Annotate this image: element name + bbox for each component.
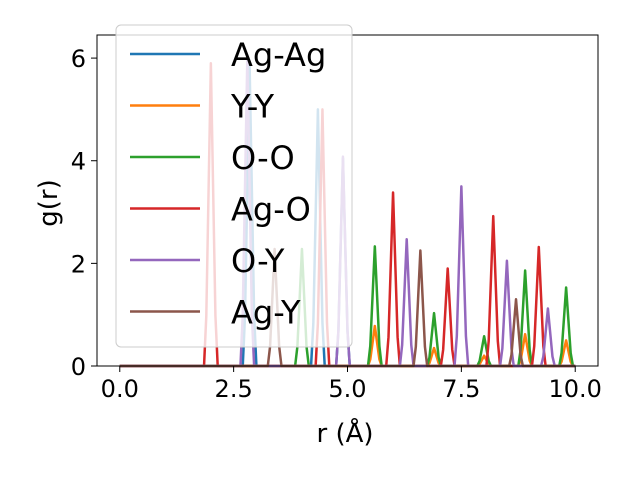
y-tick-label: 6 [71, 45, 86, 73]
legend-label-ag-ag: Ag-Ag [231, 36, 326, 74]
x-tick-label: 0.0 [101, 375, 139, 403]
x-tick-label: 2.5 [215, 375, 253, 403]
legend-label-y-y: Y-Y [230, 88, 275, 126]
legend-entries: Ag-Ag Y-Y O-O Ag-O O-Y Ag-Y [130, 36, 326, 332]
x-axis-label: r (Å) [316, 417, 373, 449]
y-tick-label: 4 [71, 148, 86, 176]
x-tick-label: 10.0 [549, 375, 602, 403]
legend-label-o-y: O-Y [231, 242, 285, 280]
y-tick-label: 0 [71, 353, 86, 381]
x-tick-label: 5.0 [328, 375, 366, 403]
y-tick-label: 2 [71, 250, 86, 278]
legend: Ag-Ag Y-Y O-O Ag-O O-Y Ag-Y [115, 24, 353, 348]
legend-label-o-o: O-O [231, 139, 295, 177]
legend-label-ag-o: Ag-O [231, 191, 311, 229]
legend-label-ag-y: Ag-Y [231, 294, 301, 332]
y-axis-label: g(r) [34, 179, 64, 226]
axes: 0.0 2.5 5.0 7.5 10.0 0 2 4 6 [71, 34, 602, 403]
x-tick-label: 7.5 [442, 375, 480, 403]
